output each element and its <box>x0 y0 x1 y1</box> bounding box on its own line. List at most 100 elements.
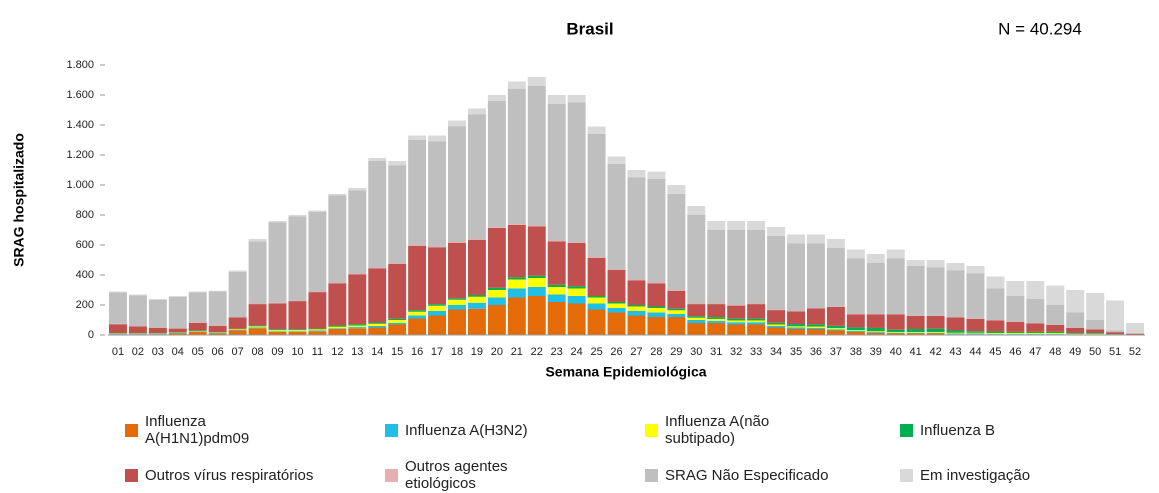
legend-item: Em investigação <box>900 458 1159 492</box>
bar-segment <box>268 329 287 331</box>
bar-segment <box>507 279 526 289</box>
bar-segment <box>627 177 646 280</box>
bar-segment <box>846 332 865 335</box>
x-tick-label: 16 <box>411 346 423 358</box>
bar-segment <box>208 333 227 335</box>
bar-segment <box>946 317 965 331</box>
bar-segment <box>806 324 825 327</box>
bar-segment <box>288 329 307 331</box>
bar-segment <box>1026 323 1045 332</box>
bar-segment <box>767 227 786 236</box>
bar-segment <box>667 310 686 314</box>
legend-item: Influenza A(H1N1)pdm09 <box>125 413 249 447</box>
bar-segment <box>767 310 786 323</box>
x-tick-label: 02 <box>132 346 144 358</box>
bar-segment <box>467 294 486 297</box>
bar-segment <box>826 330 845 335</box>
bar-segment <box>428 305 447 311</box>
bar-segment <box>1026 299 1045 323</box>
bar-segment <box>128 326 147 334</box>
bar-segment <box>946 330 965 333</box>
x-tick-label: 20 <box>491 346 503 358</box>
bar-segment <box>268 330 287 332</box>
bar-segment <box>587 303 606 310</box>
legend-swatch <box>645 468 658 482</box>
bar-segment <box>826 325 845 329</box>
bar-segment <box>487 101 506 227</box>
bar-segment <box>148 299 167 328</box>
x-tick-label: 39 <box>870 346 882 358</box>
bar-segment <box>1046 285 1065 305</box>
x-tick-label: 03 <box>152 346 164 358</box>
bar-segment <box>886 249 905 259</box>
bar-segment <box>527 287 546 296</box>
bar-segment <box>248 327 267 329</box>
bar-segment <box>1066 333 1085 334</box>
legend-label: Influenza A(H3N2) <box>405 421 528 439</box>
bar-segment <box>467 296 486 303</box>
bar-segment <box>986 331 1005 334</box>
bar-segment <box>288 331 307 332</box>
bar-segment <box>348 188 367 191</box>
x-tick-label: 41 <box>910 346 922 358</box>
bar-segment <box>507 224 526 225</box>
bar-segment <box>467 239 486 240</box>
bar-segment <box>906 315 925 329</box>
bar-segment <box>747 221 766 230</box>
bar-segment <box>428 141 447 247</box>
bar-segment <box>966 333 985 335</box>
bar-segment <box>647 283 666 307</box>
legend-label: Outros vírus respiratórios <box>145 466 314 484</box>
bar-segment <box>627 311 646 316</box>
bar-segment <box>787 234 805 244</box>
bar-segment <box>527 296 546 335</box>
y-tick-label: 200 <box>76 299 94 311</box>
bar-segment <box>467 108 486 115</box>
bar-segment <box>348 328 367 335</box>
bar-segment <box>946 263 965 271</box>
y-axis-label: SRAG hospitalizado <box>11 133 27 267</box>
bar-segment <box>348 273 367 275</box>
x-tick-label: 26 <box>610 346 622 358</box>
bar-segment <box>388 161 407 166</box>
bar-segment <box>727 322 746 325</box>
bar-segment <box>288 332 307 335</box>
bar-segment <box>906 260 925 266</box>
bar-segment <box>806 326 825 328</box>
bar-segment <box>1066 312 1085 328</box>
x-tick-label: 23 <box>551 346 563 358</box>
bar-segment <box>707 323 726 335</box>
x-tick-label: 38 <box>850 346 862 358</box>
bar-segment <box>627 279 646 281</box>
bar-segment <box>966 332 985 334</box>
bar-segment <box>368 322 387 324</box>
bar-segment <box>587 309 606 335</box>
bar-segment <box>268 332 287 335</box>
bar-segment <box>328 326 347 329</box>
bar-segment <box>1006 331 1025 334</box>
bar-segment <box>428 247 447 305</box>
bar-segment <box>448 242 466 243</box>
legend-label: Influenza B <box>920 421 996 439</box>
bar-segment <box>368 268 387 323</box>
bar-segment <box>667 194 686 290</box>
bar-segment <box>428 304 447 306</box>
x-axis-label: Semana Epidemiológica <box>545 364 706 380</box>
bar-segment <box>806 234 825 244</box>
bar-segment <box>1066 327 1085 334</box>
bar-segment <box>587 257 606 296</box>
bar-segment <box>288 215 307 217</box>
bar-segment <box>109 291 127 293</box>
bar-segment <box>168 296 187 329</box>
x-tick-label: 08 <box>251 346 263 358</box>
bar-segment <box>886 332 905 334</box>
bar-segment <box>647 171 666 179</box>
bar-segment <box>308 328 327 330</box>
bar-segment <box>328 194 347 196</box>
bar-segment <box>906 329 925 332</box>
bar-segment <box>886 258 905 314</box>
bar-segment <box>826 328 845 330</box>
x-tick-label: 21 <box>511 346 523 358</box>
x-tick-label: 11 <box>312 346 323 358</box>
bar-segment <box>926 328 945 332</box>
